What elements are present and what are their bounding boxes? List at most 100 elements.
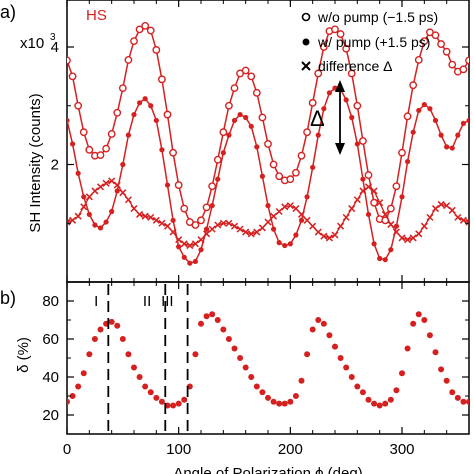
point-difference [426, 213, 434, 221]
point-w-pump [153, 117, 159, 124]
point-delta [253, 383, 260, 390]
legend-label-wo-pump: w/o pump (−1.5 ps) [317, 9, 438, 25]
point-delta [432, 349, 439, 356]
y-tick-label-a: 2 [51, 157, 59, 174]
point-difference [292, 205, 300, 213]
point-difference [242, 228, 250, 236]
x-tick-label: 100 [166, 441, 191, 458]
point-wo-pump [169, 148, 177, 157]
point-w-pump [382, 257, 388, 263]
point-wo-pump [308, 98, 317, 107]
point-w-pump [125, 132, 132, 138]
point-difference [415, 230, 423, 238]
point-wo-pump [247, 72, 256, 81]
delta-label: Δ [310, 106, 325, 131]
point-delta [86, 351, 93, 358]
point-difference [147, 213, 155, 221]
point-difference [225, 219, 233, 227]
point-delta [348, 374, 355, 380]
point-difference [387, 220, 395, 228]
point-delta [69, 393, 76, 399]
point-wo-pump [431, 31, 440, 40]
point-wo-pump [146, 26, 155, 35]
point-wo-pump [364, 171, 373, 179]
point-delta [97, 326, 104, 333]
point-delta [304, 351, 311, 358]
point-w-pump [354, 141, 360, 147]
point-w-pump [365, 211, 372, 218]
point-wo-pump [252, 88, 261, 97]
legend-marker-filled-circle [302, 38, 310, 46]
point-delta [170, 402, 177, 409]
point-delta [237, 355, 244, 361]
point-difference [364, 183, 373, 191]
point-w-pump [421, 101, 427, 108]
legend-marker-open-circle [301, 12, 311, 22]
panel-b-label: b) [0, 288, 16, 308]
point-w-pump [231, 117, 238, 124]
point-w-pump [466, 117, 469, 124]
point-difference [431, 205, 440, 213]
point-delta [337, 355, 344, 361]
point-difference [80, 203, 88, 211]
point-wo-pump [448, 60, 457, 69]
point-delta [153, 394, 160, 401]
point-delta [181, 396, 188, 403]
point-w-pump [114, 188, 120, 194]
point-w-pump [159, 147, 165, 153]
point-difference [163, 222, 172, 230]
point-difference [264, 218, 272, 226]
point-wo-pump [197, 216, 205, 225]
point-w-pump [377, 255, 383, 262]
point-difference [465, 218, 469, 226]
point-w-pump [388, 247, 394, 253]
point-difference [197, 236, 205, 244]
point-delta [460, 398, 467, 405]
point-w-pump [432, 117, 439, 124]
point-difference [281, 203, 289, 211]
point-delta [142, 383, 149, 390]
point-delta [131, 364, 137, 371]
point-delta [438, 366, 445, 373]
point-wo-pump [208, 182, 217, 191]
point-difference [85, 193, 93, 201]
y-tick-label-b: 60 [42, 331, 59, 348]
point-w-pump [427, 106, 433, 112]
point-w-pump [282, 242, 288, 249]
point-w-pump [67, 117, 70, 124]
point-w-pump [181, 254, 187, 260]
point-difference [420, 222, 428, 230]
point-wo-pump [386, 204, 395, 213]
point-w-pump [393, 223, 400, 229]
panel-a-label: a) [0, 2, 16, 22]
point-difference [275, 207, 283, 216]
point-w-pump [97, 225, 104, 231]
point-w-pump [75, 170, 81, 176]
point-w-pump [298, 217, 305, 223]
point-difference [119, 189, 127, 197]
point-difference [309, 222, 317, 230]
point-wo-pump [79, 128, 88, 137]
point-delta [281, 400, 288, 407]
point-w-pump [254, 144, 260, 150]
point-delta [225, 336, 232, 342]
point-w-pump [460, 120, 467, 126]
point-wo-pump [158, 75, 166, 84]
point-difference [67, 218, 71, 226]
point-wo-pump [459, 65, 468, 74]
point-wo-pump [141, 21, 150, 30]
point-w-pump [444, 144, 450, 150]
point-w-pump [287, 241, 293, 247]
point-w-pump [109, 208, 115, 215]
point-w-pump [265, 203, 271, 209]
point-w-pump [198, 247, 204, 253]
point-difference [186, 242, 194, 250]
point-wo-pump [269, 160, 278, 169]
point-delta [80, 370, 87, 377]
point-difference [136, 210, 144, 218]
point-delta [320, 320, 327, 327]
point-wo-pump [336, 30, 345, 38]
point-w-pump [293, 232, 299, 238]
